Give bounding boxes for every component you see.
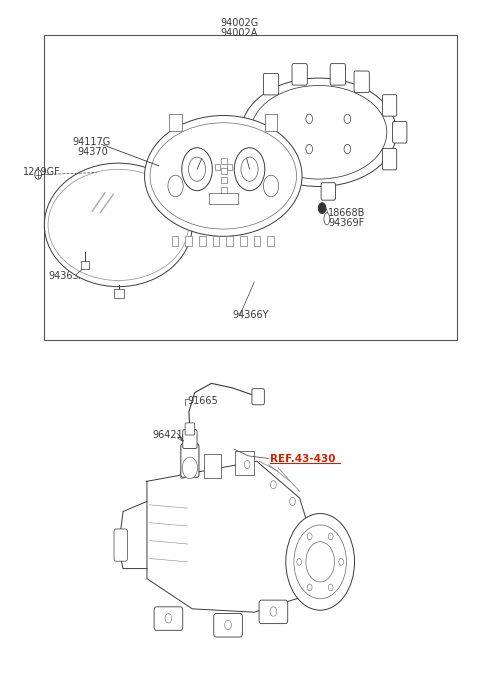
Text: 94002A: 94002A — [220, 28, 258, 38]
Circle shape — [306, 542, 335, 582]
Circle shape — [344, 144, 351, 154]
Bar — [235, 451, 254, 474]
Bar — [185, 236, 192, 247]
FancyBboxPatch shape — [354, 71, 369, 92]
Bar — [265, 115, 277, 131]
Polygon shape — [118, 501, 147, 569]
Bar — [213, 236, 219, 247]
FancyBboxPatch shape — [154, 607, 183, 630]
Circle shape — [297, 559, 301, 565]
Bar — [169, 115, 182, 131]
Circle shape — [241, 157, 258, 181]
Circle shape — [189, 157, 205, 181]
FancyBboxPatch shape — [292, 63, 307, 85]
Bar — [227, 164, 232, 170]
Ellipse shape — [150, 123, 297, 229]
FancyBboxPatch shape — [185, 423, 195, 435]
Circle shape — [339, 559, 344, 565]
Circle shape — [344, 114, 351, 123]
Circle shape — [289, 497, 295, 506]
FancyBboxPatch shape — [321, 183, 336, 200]
Ellipse shape — [144, 115, 302, 237]
Text: 94366Y: 94366Y — [232, 310, 268, 320]
Circle shape — [234, 148, 265, 191]
Ellipse shape — [44, 163, 192, 286]
FancyBboxPatch shape — [283, 179, 297, 197]
Ellipse shape — [48, 169, 189, 280]
Bar — [221, 168, 227, 174]
Text: 94117G: 94117G — [72, 137, 110, 147]
Bar — [226, 236, 233, 247]
Bar — [204, 454, 221, 478]
Circle shape — [244, 460, 250, 468]
Polygon shape — [147, 461, 314, 612]
Text: 94002G: 94002G — [220, 18, 258, 28]
Circle shape — [318, 203, 326, 214]
Bar — [221, 187, 227, 193]
Bar — [44, 35, 457, 340]
Bar — [221, 177, 227, 183]
Circle shape — [180, 470, 186, 479]
FancyBboxPatch shape — [259, 600, 288, 623]
FancyBboxPatch shape — [330, 63, 346, 85]
Text: 94363A: 94363A — [48, 271, 85, 281]
FancyBboxPatch shape — [214, 613, 242, 637]
Text: 94369F: 94369F — [328, 218, 364, 228]
Bar — [221, 158, 227, 164]
Ellipse shape — [251, 86, 387, 179]
FancyBboxPatch shape — [114, 529, 127, 561]
FancyBboxPatch shape — [264, 73, 279, 95]
Text: 96421: 96421 — [152, 429, 183, 439]
Circle shape — [165, 613, 172, 623]
Circle shape — [168, 175, 183, 197]
FancyBboxPatch shape — [383, 94, 396, 116]
Circle shape — [270, 607, 277, 616]
Bar — [172, 236, 179, 247]
Circle shape — [328, 533, 333, 540]
Bar — [209, 193, 238, 204]
FancyBboxPatch shape — [252, 389, 264, 405]
Bar — [240, 236, 247, 247]
Circle shape — [306, 144, 312, 154]
FancyBboxPatch shape — [383, 148, 396, 170]
Circle shape — [286, 514, 355, 610]
Bar — [115, 289, 124, 298]
Circle shape — [328, 584, 333, 591]
Bar — [267, 236, 274, 247]
Bar — [81, 261, 89, 269]
Text: 94370: 94370 — [78, 147, 108, 157]
Bar — [215, 164, 220, 170]
Ellipse shape — [324, 213, 330, 225]
Circle shape — [182, 457, 198, 479]
Text: REF.43-430: REF.43-430 — [270, 454, 335, 464]
Bar — [253, 236, 260, 247]
Circle shape — [35, 170, 41, 179]
Circle shape — [225, 620, 231, 630]
Bar — [199, 236, 206, 247]
FancyBboxPatch shape — [181, 443, 199, 477]
Circle shape — [307, 533, 312, 540]
Text: 91665: 91665 — [188, 396, 218, 406]
Ellipse shape — [241, 78, 396, 187]
Circle shape — [306, 114, 312, 123]
Circle shape — [294, 525, 347, 599]
Circle shape — [307, 584, 312, 591]
FancyBboxPatch shape — [183, 429, 197, 448]
Circle shape — [271, 481, 276, 489]
Text: 18668B: 18668B — [328, 208, 366, 218]
Circle shape — [182, 148, 212, 191]
FancyBboxPatch shape — [393, 121, 407, 143]
Text: 1249GF: 1249GF — [23, 167, 60, 177]
Circle shape — [264, 175, 279, 197]
